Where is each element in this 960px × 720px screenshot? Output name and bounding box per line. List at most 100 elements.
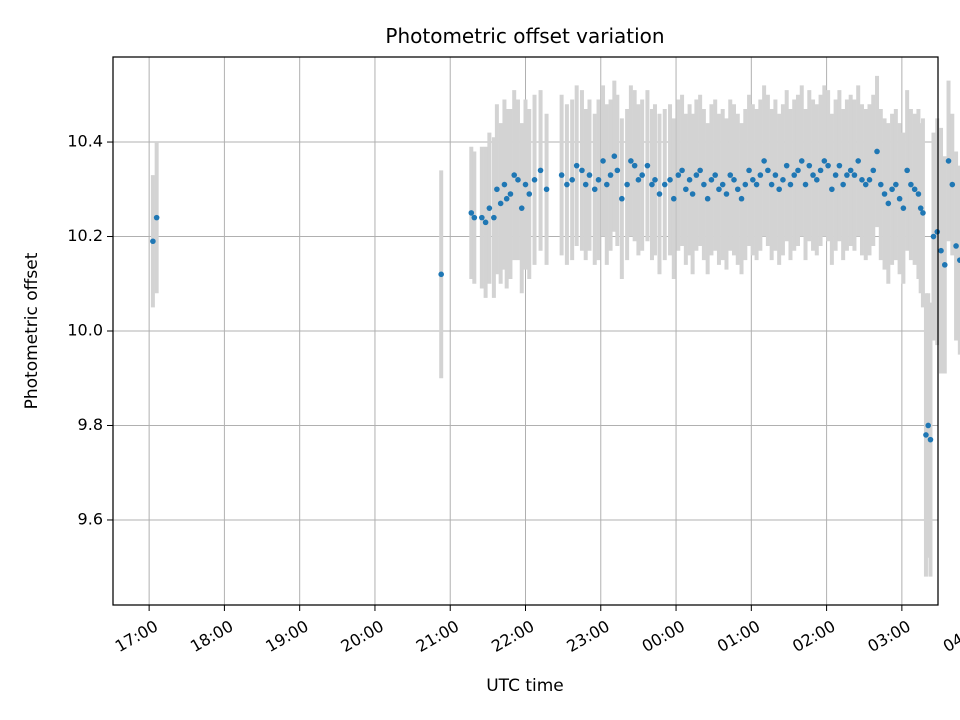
data-point bbox=[471, 214, 478, 221]
data-point bbox=[844, 172, 850, 178]
chart-title: Photometric offset variation bbox=[385, 24, 664, 48]
x-tick-label: 21:00 bbox=[413, 616, 462, 656]
x-tick-label: 03:00 bbox=[864, 616, 913, 656]
data-point bbox=[934, 228, 941, 235]
data-point bbox=[639, 172, 645, 178]
data-point bbox=[806, 162, 813, 169]
data-point bbox=[836, 162, 843, 169]
data-point bbox=[746, 167, 752, 174]
data-point bbox=[537, 167, 544, 174]
data-point bbox=[661, 181, 668, 188]
data-point bbox=[644, 162, 651, 169]
data-point bbox=[920, 210, 926, 216]
data-point bbox=[701, 181, 707, 188]
data-point bbox=[675, 172, 682, 178]
data-point bbox=[704, 195, 711, 202]
data-point bbox=[791, 172, 798, 178]
data-point bbox=[787, 181, 794, 188]
data-point bbox=[776, 186, 782, 193]
data-point bbox=[515, 177, 521, 183]
x-tick-label: 17:00 bbox=[112, 616, 161, 656]
data-point bbox=[531, 177, 538, 183]
data-point bbox=[494, 186, 500, 193]
data-point bbox=[783, 162, 790, 169]
data-point bbox=[667, 177, 673, 183]
data-point bbox=[927, 436, 934, 443]
data-point bbox=[862, 181, 869, 188]
data-point bbox=[486, 205, 493, 211]
data-point bbox=[923, 432, 929, 438]
data-point bbox=[855, 158, 862, 164]
data-point bbox=[765, 167, 771, 174]
data-point bbox=[738, 195, 745, 202]
data-point bbox=[881, 191, 888, 197]
data-point bbox=[795, 167, 801, 174]
data-point bbox=[753, 181, 760, 188]
data-point bbox=[768, 181, 775, 188]
data-point bbox=[543, 186, 550, 193]
data-point bbox=[503, 195, 510, 202]
x-axis-title: UTC time bbox=[486, 676, 564, 696]
data-point bbox=[628, 158, 634, 164]
data-point bbox=[522, 181, 529, 188]
data-point bbox=[847, 167, 854, 174]
data-point bbox=[712, 172, 718, 178]
y-tick-label: 10.0 bbox=[67, 321, 103, 340]
data-point bbox=[817, 167, 824, 174]
data-point bbox=[501, 181, 508, 188]
data-point bbox=[761, 158, 767, 164]
data-point bbox=[579, 167, 585, 174]
data-point bbox=[591, 186, 598, 193]
data-point bbox=[930, 233, 937, 240]
data-point bbox=[731, 177, 737, 183]
data-point bbox=[742, 181, 749, 188]
data-point bbox=[614, 167, 621, 174]
data-point bbox=[941, 262, 948, 268]
data-point bbox=[497, 200, 504, 207]
data-point bbox=[569, 177, 575, 183]
data-point bbox=[438, 271, 444, 278]
data-point bbox=[893, 181, 899, 188]
data-point bbox=[526, 191, 533, 197]
data-point bbox=[896, 195, 903, 202]
data-point bbox=[624, 181, 630, 188]
x-tick-label: 01:00 bbox=[714, 616, 763, 656]
data-point bbox=[611, 153, 618, 160]
data-point bbox=[511, 172, 518, 178]
data-point bbox=[727, 172, 734, 178]
y-tick-label: 9.8 bbox=[78, 415, 103, 434]
data-point bbox=[953, 243, 959, 249]
data-point bbox=[885, 200, 892, 207]
data-point bbox=[874, 148, 880, 155]
data-point bbox=[945, 158, 952, 164]
data-point bbox=[866, 177, 873, 183]
data-point bbox=[564, 181, 570, 188]
y-tick-label: 10.4 bbox=[67, 132, 103, 151]
data-point bbox=[595, 177, 602, 183]
data-point bbox=[719, 181, 726, 188]
data-point bbox=[734, 186, 741, 193]
data-point bbox=[723, 191, 730, 197]
data-point bbox=[693, 172, 700, 178]
data-point bbox=[757, 172, 764, 178]
data-point bbox=[832, 172, 839, 178]
x-tick-label: 22:00 bbox=[488, 616, 537, 656]
data-point bbox=[859, 177, 865, 183]
x-tick-label: 23:00 bbox=[563, 616, 612, 656]
data-point bbox=[150, 238, 156, 245]
y-tick-label: 9.6 bbox=[78, 509, 103, 528]
y-axis-title: Photometric offset bbox=[22, 252, 42, 409]
data-point bbox=[652, 177, 658, 183]
data-point bbox=[716, 186, 722, 193]
data-point bbox=[603, 181, 610, 188]
data-point bbox=[582, 181, 589, 188]
data-point bbox=[573, 162, 580, 169]
data-point bbox=[708, 177, 715, 183]
data-point bbox=[153, 214, 160, 221]
data-point bbox=[829, 186, 835, 193]
data-point bbox=[619, 195, 625, 202]
data-point bbox=[649, 181, 655, 188]
data-point bbox=[825, 162, 831, 169]
data-point bbox=[670, 195, 677, 202]
